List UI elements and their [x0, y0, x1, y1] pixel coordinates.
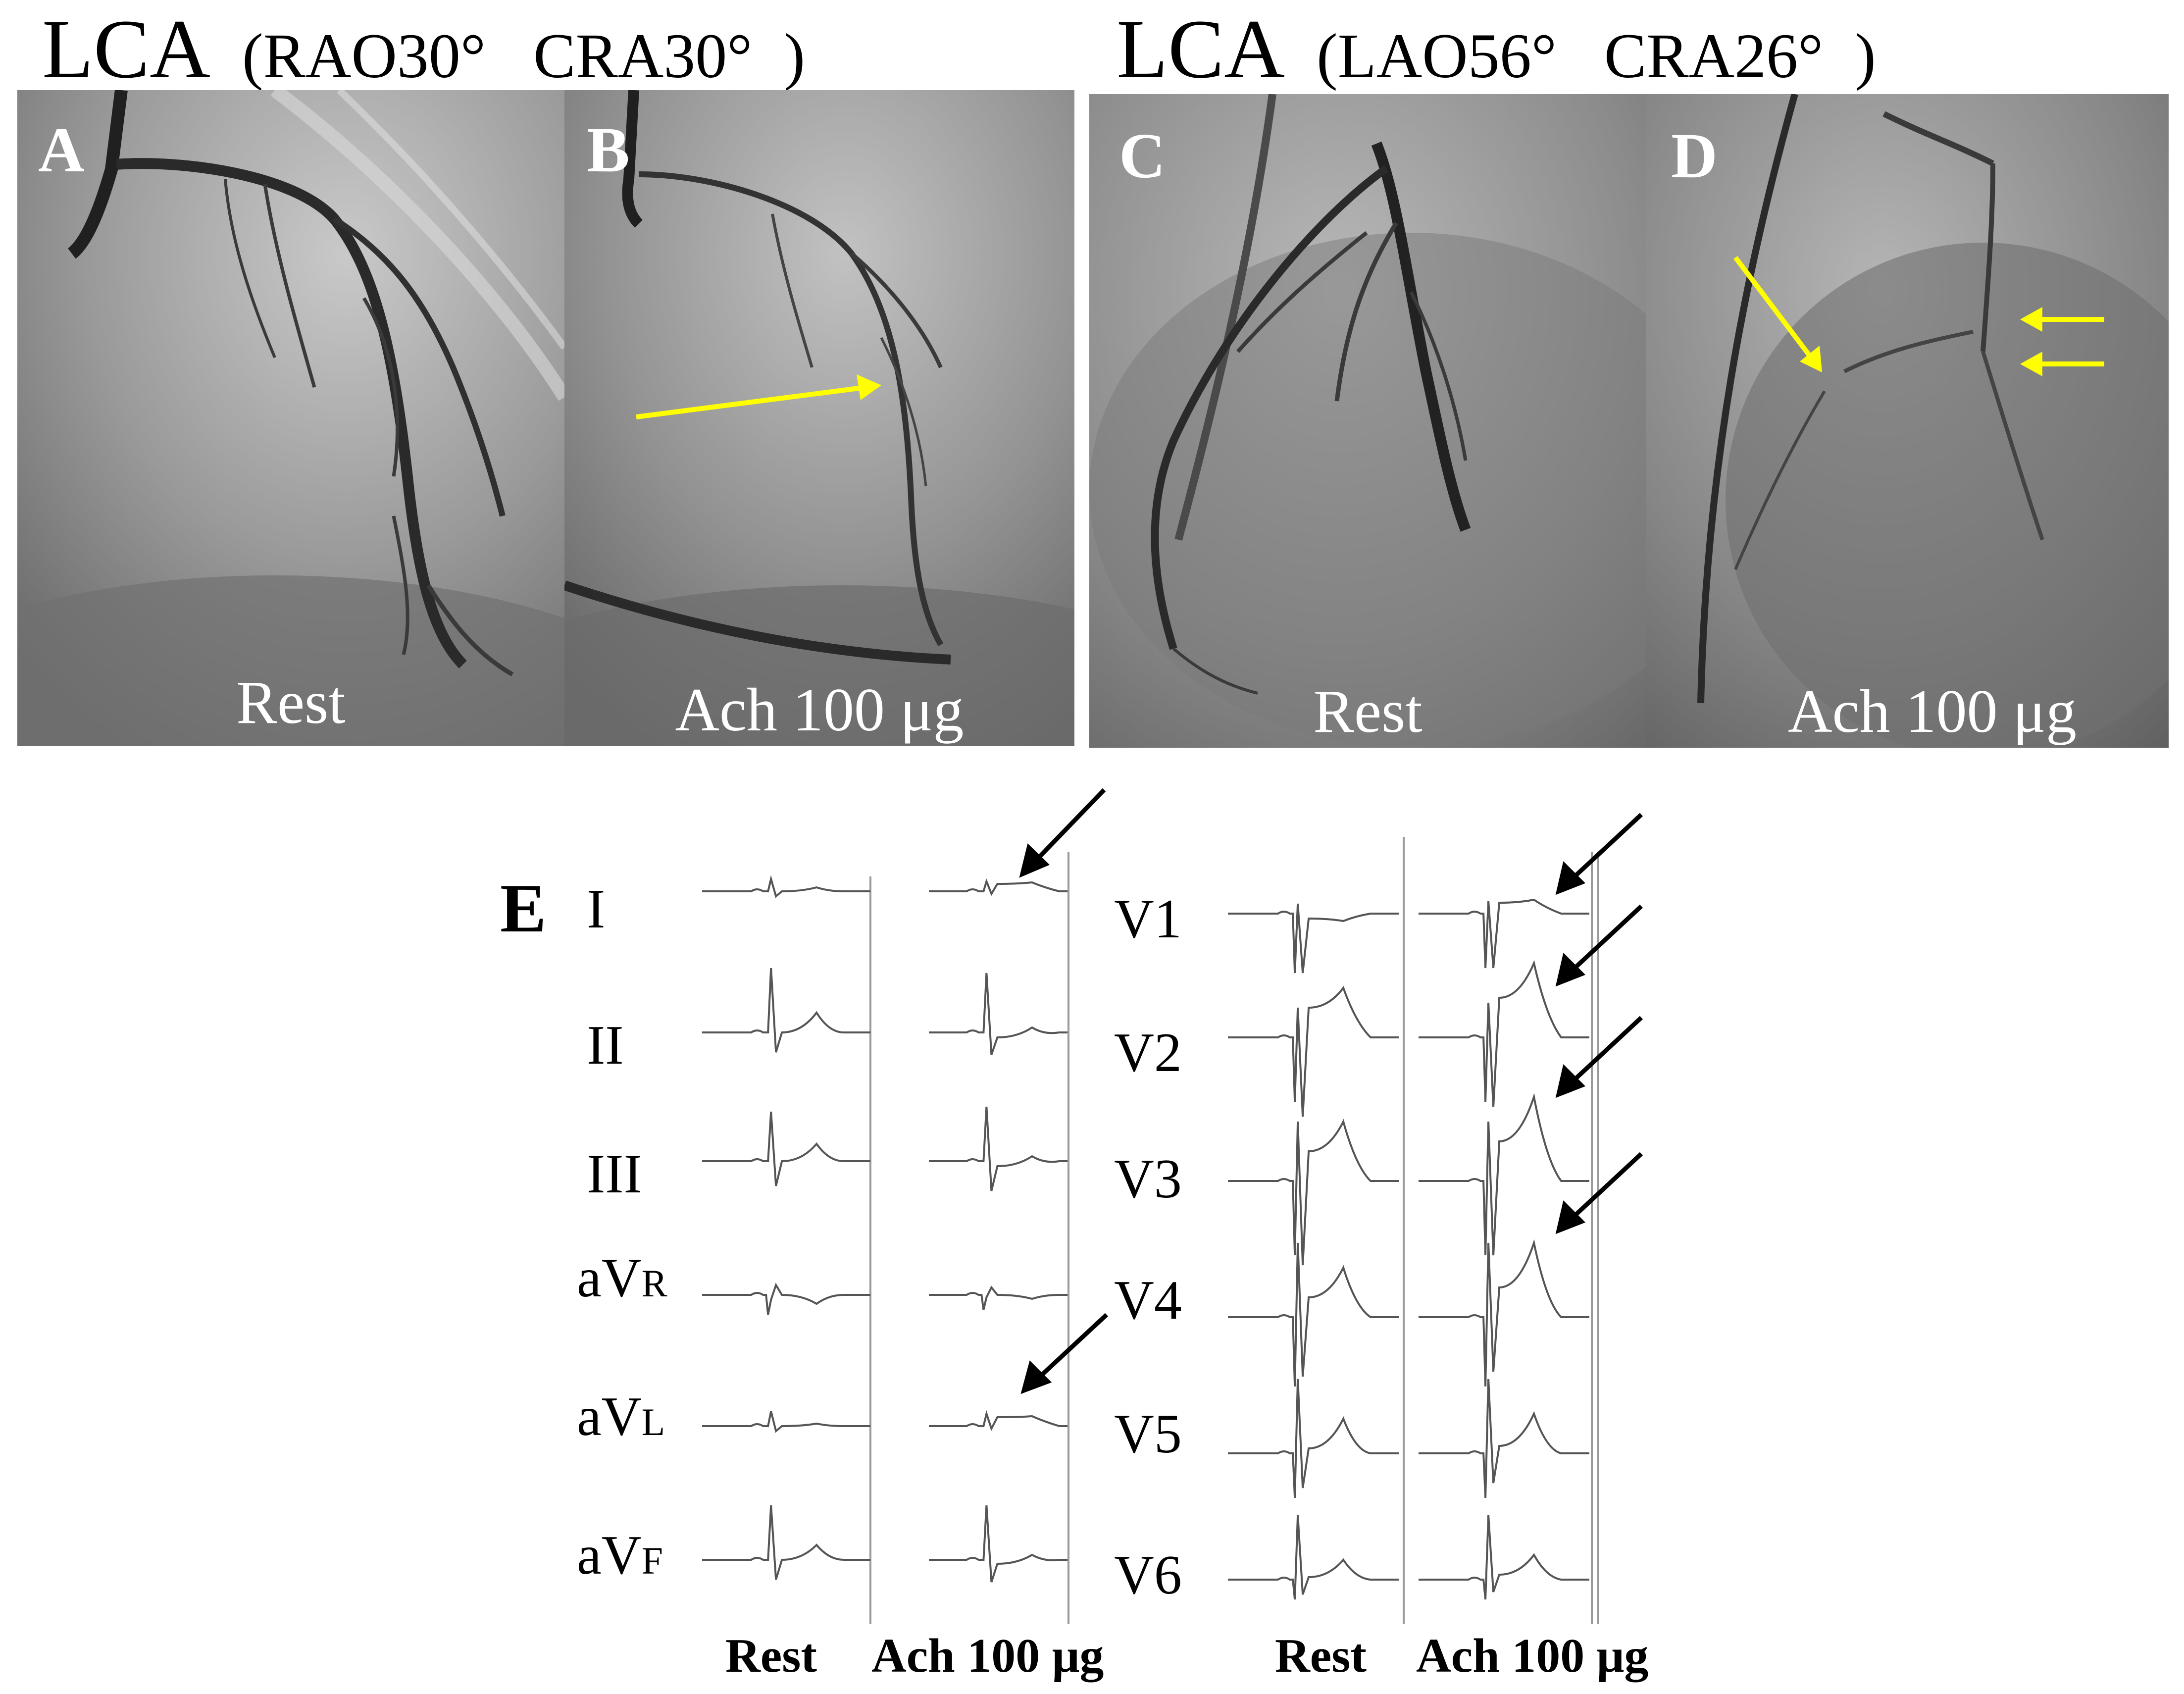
ecg-trace: [702, 875, 870, 898]
lead-label-v1: V1: [1114, 888, 1182, 950]
ecg-trace: [1228, 903, 1399, 974]
ecg-trace: [702, 1411, 870, 1433]
ecg-trace: [1419, 1093, 1589, 1256]
ecg-trace: [929, 1285, 1067, 1310]
ecg-trace: [1228, 985, 1399, 1117]
panel-caption-d: Ach 100 μg: [1787, 677, 2077, 745]
lead-label-avf: aVF: [577, 1525, 663, 1586]
angiogram-d-image: [1646, 94, 2169, 748]
angiogram-panel-d: D Ach 100 μg: [1646, 94, 2169, 748]
angiogram-b-image: [564, 90, 1074, 746]
ecg-trace: [1228, 1379, 1399, 1498]
ecg-trace: [1228, 1242, 1399, 1387]
ecg-trace: [1419, 898, 1589, 969]
lead-label-v4: V4: [1114, 1270, 1182, 1331]
ecg-trace: [702, 1505, 870, 1580]
panel-letter-a: A: [38, 114, 85, 186]
ecg-trace: [702, 1283, 870, 1315]
angiogram-c-image: [1089, 94, 1646, 748]
angiogram-panel-c: C Rest: [1089, 94, 1646, 748]
panel-caption-c: Rest: [1313, 677, 1422, 745]
lead-label-avr: aVR: [577, 1247, 667, 1309]
ecg-col-rest-chest: Rest: [1275, 1629, 1367, 1683]
ecg-trace: [702, 1111, 870, 1186]
lead-label-iii: III: [587, 1143, 642, 1205]
angiogram-panel-a: A Rest: [17, 90, 564, 746]
ecg-trace: [929, 878, 1067, 896]
angiogram-panel-b: B Ach 100 μg: [564, 90, 1074, 746]
ecg-col-ach-limb: Ach 100 μg: [871, 1629, 1104, 1683]
ecg-trace: [929, 1106, 1067, 1191]
angiogram-a-image: [17, 90, 564, 746]
lead-label-avl: aVL: [577, 1386, 665, 1447]
ecg-col-rest-limb: Rest: [725, 1629, 817, 1683]
lead-label-v2: V2: [1114, 1022, 1182, 1083]
title-right-sub: (LAO56° CRA26° ): [1317, 21, 1876, 91]
panel-label-e: E: [500, 870, 547, 947]
title-left: LCA (RAO30° CRA30° ): [42, 7, 805, 91]
panel-letter-d: D: [1671, 120, 1718, 192]
ecg-trace: [702, 968, 870, 1053]
ecg-trace: [929, 973, 1067, 1055]
lead-label-v5: V5: [1114, 1403, 1182, 1465]
lead-label-v6: V6: [1114, 1544, 1182, 1606]
ecg-trace: [1419, 1379, 1589, 1498]
ecg-trace: [929, 1410, 1067, 1432]
panel-letter-c: C: [1119, 120, 1166, 192]
ecg-trace: [1228, 1515, 1399, 1600]
ecg-separators: [869, 837, 1599, 1624]
ecg-trace: [1419, 960, 1589, 1107]
ecg-col-ach-chest: Ach 100 μg: [1416, 1629, 1649, 1683]
title-right-main: LCA: [1117, 2, 1285, 96]
lead-label-i: I: [587, 878, 606, 940]
title-right: LCA (LAO56° CRA26° ): [1117, 7, 1876, 91]
ecg-trace: [1419, 1515, 1589, 1600]
lead-label-v3: V3: [1114, 1148, 1182, 1210]
title-left-sub: (RAO30° CRA30° ): [242, 21, 806, 91]
lead-label-ii: II: [587, 1015, 624, 1076]
panel-caption-b: Ach 100 μg: [675, 676, 964, 744]
ecg-trace: [1419, 1239, 1589, 1387]
panel-letter-b: B: [587, 114, 630, 186]
panel-caption-a: Rest: [236, 668, 346, 736]
title-left-main: LCA: [42, 2, 210, 96]
ecg-trace: [929, 1505, 1067, 1583]
ecg-trace: [1228, 1119, 1399, 1266]
